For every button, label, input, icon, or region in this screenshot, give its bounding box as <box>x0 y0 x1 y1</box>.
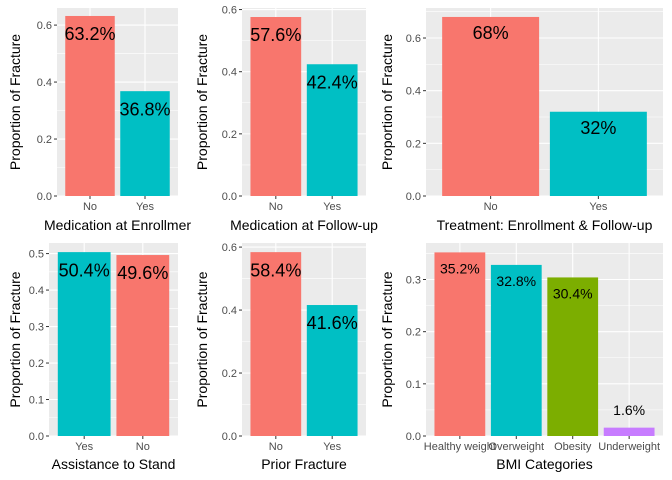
x-tick-label: Overweight <box>488 441 544 453</box>
y-tick-label: 0.6 <box>222 242 237 254</box>
x-axis-title: Medication at Enrollmer <box>44 217 191 233</box>
y-tick-label: 0.4 <box>406 86 421 98</box>
y-tick-label: 0.6 <box>406 33 421 45</box>
y-tick-label: 0.0 <box>37 191 52 203</box>
y-tick-label: 0.6 <box>37 20 52 32</box>
bar-value-label: 63.2% <box>64 24 115 44</box>
x-tick-label: No <box>484 201 498 213</box>
y-tick-label: 0.3 <box>406 275 421 287</box>
bar-underweight <box>603 427 655 436</box>
x-axis-title: Assistance to Stand <box>52 456 176 472</box>
x-tick-label: No <box>269 201 283 213</box>
y-tick-label: 0.4 <box>29 285 44 297</box>
x-tick-label: Underweight <box>598 441 660 453</box>
bar-no <box>250 252 302 436</box>
x-axis-title: Treatment: Enrollment & Follow-up <box>437 217 653 233</box>
bar-yes <box>57 252 111 436</box>
bar-value-label: 32% <box>580 118 616 138</box>
bar-yes <box>306 64 358 196</box>
x-tick-label: Yes <box>323 201 341 213</box>
x-tick-label: Yes <box>323 441 341 453</box>
y-axis-title: Proportion of Fracture <box>379 34 395 170</box>
bar-yes <box>549 111 647 196</box>
x-axis-title: BMI Categories <box>496 456 592 472</box>
y-tick-label: 0.1 <box>406 379 421 391</box>
bar-value-label: 57.6% <box>250 25 301 45</box>
x-tick-label: Yes <box>589 201 607 213</box>
x-axis-title: Prior Fracture <box>261 456 347 472</box>
y-tick-label: 0.2 <box>37 134 52 146</box>
bar-no <box>116 255 170 436</box>
y-tick-label: 0.1 <box>29 395 44 407</box>
y-tick-label: 0.6 <box>222 5 237 17</box>
bar-yes <box>120 91 170 196</box>
bar-value-label: 36.8% <box>119 99 170 119</box>
bar-yes <box>306 305 358 436</box>
y-tick-label: 0.2 <box>406 327 421 339</box>
x-tick-label: Yes <box>75 441 93 453</box>
bar-value-label: 41.6% <box>307 313 358 333</box>
y-axis-title: Proportion of Fracture <box>194 271 210 407</box>
chart-panel-2: 0.0 0.2 0.4 0.6 No 57.6% Yes 42.4% Medication at… <box>194 5 378 233</box>
bar-value-label: 32.8% <box>496 273 536 289</box>
y-axis-title: Proportion of Fracture <box>7 34 23 170</box>
x-tick-label: No <box>269 441 283 453</box>
y-tick-label: 0.2 <box>29 358 44 370</box>
bar-obesity <box>547 277 599 436</box>
y-tick-label: 0.5 <box>29 249 44 261</box>
y-tick-label: 0.3 <box>29 322 44 334</box>
y-axis-title: Proportion of Fracture <box>379 271 395 407</box>
bar-value-label: 68% <box>473 23 509 43</box>
y-tick-label: 0.0 <box>406 191 421 203</box>
y-tick-label: 0.0 <box>29 431 44 443</box>
x-tick-label: No <box>136 441 150 453</box>
x-axis-title: Medication at Follow-up <box>230 217 378 233</box>
x-tick-label: Obesity <box>554 441 592 453</box>
y-tick-label: 0.0 <box>406 431 421 443</box>
bar-value-label: 1.6% <box>613 402 645 418</box>
bar-value-label: 30.4% <box>553 286 593 302</box>
chart-panel-4: 0.0 0.1 0.2 0.3 0.4 0.5 Yes 50.4% No 49.6% Assista… <box>7 243 178 472</box>
chart-panel-1: 0.0 0.2 0.4 0.6 No 63.2% Yes 36.8% Medication at… <box>7 8 191 233</box>
x-tick-label: No <box>83 201 97 213</box>
x-tick-label: Healthy weight <box>424 441 496 453</box>
chart-panel-5: 0.0 0.2 0.4 0.6 No 58.4% Yes 41.6% Prior Fractur… <box>194 242 366 472</box>
bar-no <box>250 17 302 197</box>
y-tick-label: 0.2 <box>222 368 237 380</box>
y-tick-label: 0.2 <box>406 138 421 150</box>
bar-value-label: 50.4% <box>59 260 110 280</box>
bar-no <box>442 16 540 197</box>
y-tick-label: 0.0 <box>222 431 237 443</box>
y-tick-label: 0.4 <box>222 67 237 79</box>
bar-no <box>65 15 115 197</box>
bar-value-label: 49.6% <box>117 263 168 283</box>
bar-overweight <box>490 264 542 436</box>
y-axis-title: Proportion of Fracture <box>7 271 23 407</box>
y-tick-label: 0.0 <box>222 191 237 203</box>
bar-value-label: 35.2% <box>440 261 480 277</box>
y-tick-label: 0.4 <box>37 77 52 89</box>
chart-panel-6: 0.0 0.1 0.2 0.3 Healthy weight 35.2% Overweigh… <box>379 243 663 472</box>
chart-panel-3: 0.0 0.2 0.4 0.6 No 68% Yes 32% Treatment: Enroll… <box>379 8 663 233</box>
y-axis-title: Proportion of Fracture <box>194 34 210 170</box>
y-tick-label: 0.4 <box>222 305 237 317</box>
bar-value-label: 42.4% <box>307 72 358 92</box>
x-tick-label: Yes <box>136 201 154 213</box>
y-tick-label: 0.2 <box>222 129 237 141</box>
bar-healthy-weight <box>434 252 486 436</box>
bar-value-label: 58.4% <box>250 260 301 280</box>
